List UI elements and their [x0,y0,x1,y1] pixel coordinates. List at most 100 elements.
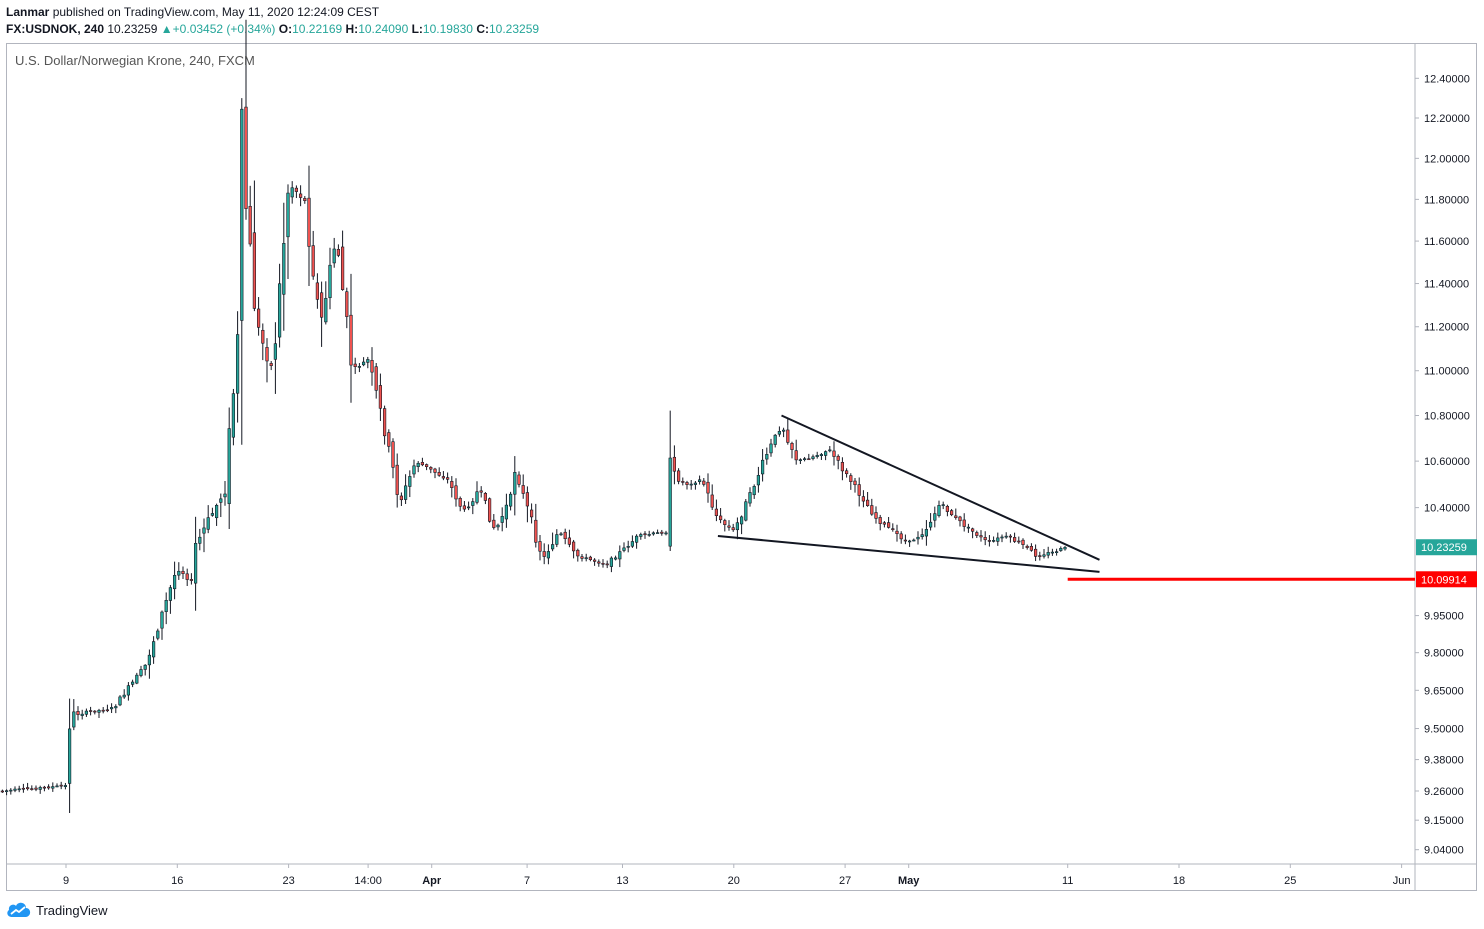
candle-body [202,527,206,534]
candle-body [173,575,177,590]
candle-body [97,709,101,713]
candle-body [769,443,773,454]
candle-body [651,532,655,535]
candle-body [185,573,189,580]
candle-body [760,459,765,475]
candle-body [492,519,496,528]
candle-body [445,477,450,480]
candle-body [639,534,643,537]
candle-body [236,334,240,394]
candle-body [954,515,958,518]
candle-body [538,541,542,552]
candle-body [156,630,160,639]
candle-body [34,787,38,790]
candle-body [59,784,63,787]
last-price-tag [1416,539,1477,556]
candle-body [1004,535,1008,538]
publisher-name[interactable]: Lanmar [6,5,50,19]
candle-body [168,587,173,601]
candle-body [622,547,626,551]
candle-body [105,709,109,712]
candle-body [723,520,727,525]
candle-body [437,471,441,476]
candle-body [811,456,815,459]
candle-body [72,711,76,728]
candle-body [689,483,693,486]
candle-body [500,516,504,523]
high-value: 10.24090 [358,22,409,36]
candle-body [525,492,529,507]
candle-body [30,788,34,790]
candle-body [928,521,933,528]
tradingview-logo[interactable]: TradingView [6,901,108,919]
tradingview-cloud-icon [7,902,31,917]
candle-body [256,308,261,328]
candle-body [903,539,907,542]
time-axis-label: 13 [616,875,628,887]
candle-body [450,481,454,488]
candle-body [328,264,332,299]
candle-body [630,541,634,547]
candle-body [840,462,844,472]
publish-info: Lanmar published on TradingView.com, May… [6,5,379,19]
candle-body [395,464,399,495]
candle-body [941,504,945,506]
price-axis-label: 12.20000 [1424,113,1470,125]
candle-body [571,541,576,552]
candle-body [215,504,219,519]
open-label: O: [278,22,293,36]
candle-body [336,249,341,256]
candle-body [483,493,488,501]
lower-trendline [717,534,1100,573]
support-price-tag [1416,571,1477,588]
candle-body [454,485,458,500]
candle-body [265,347,269,362]
candle-body [949,510,954,516]
candle-body [710,494,714,508]
candle-body [752,486,756,496]
candle-body [601,563,605,565]
candle-body [815,455,819,457]
low-label: L: [411,22,423,36]
candle-body [219,498,223,503]
candle-body [584,557,588,560]
candle-body [660,531,664,534]
candle-body [1008,535,1012,538]
price-axis-label: 11.20000 [1424,322,1469,334]
candle-body [748,492,752,504]
candle-body [580,556,584,559]
price-axis-label: 9.50000 [1424,724,1464,736]
candle-body [189,579,194,581]
candle-body [366,359,370,363]
candle-body [177,570,181,576]
candle-body [1017,540,1021,543]
candle-body [198,536,202,544]
time-axis-label: 14:00 [354,875,382,887]
candle-body [429,467,433,470]
candle-body [891,528,895,530]
support-price-label: 10.09914 [1421,574,1467,586]
low-value: 10.19830 [422,22,473,36]
candle-body [605,563,609,566]
price-axis-label: 12.40000 [1424,73,1470,85]
candle-body [819,454,823,456]
candle-body [1025,545,1029,548]
price-axis-label: 10.40000 [1424,503,1470,515]
candle-body [798,459,802,461]
candle-body [319,292,324,318]
candle-body [1012,537,1017,542]
candle-body [832,450,836,457]
chart-frame[interactable] [6,43,1477,891]
candle-body [697,479,702,482]
candle-body [706,481,710,494]
candle-body [181,570,185,574]
candle-body [261,329,265,344]
candle-body [664,532,668,535]
candle-body [277,283,282,338]
candle-body [676,470,681,482]
candle-body [290,187,294,198]
candle-body [294,187,299,192]
last-price-label: 10.23259 [1421,542,1467,554]
candle-body [240,108,244,321]
